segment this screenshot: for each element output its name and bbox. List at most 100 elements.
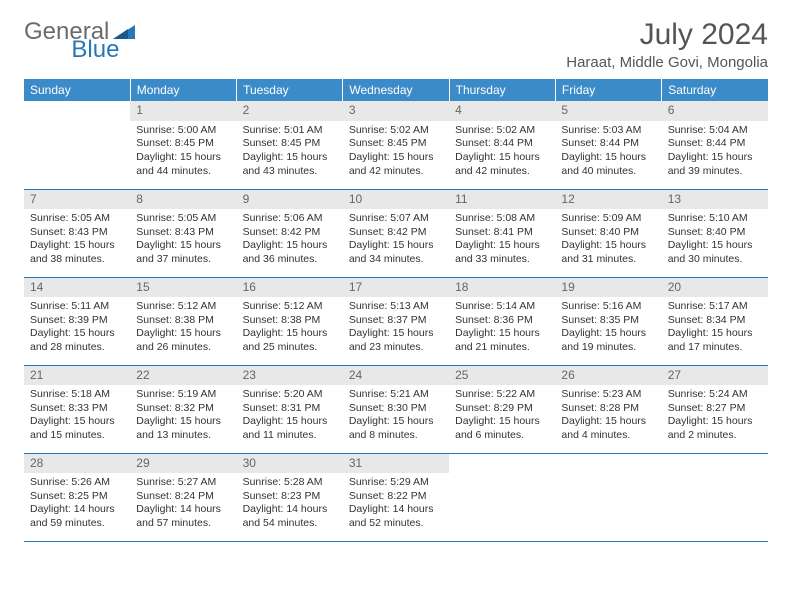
day-sunrise: Sunrise: 5:01 AM [243,124,337,138]
day-sunset: Sunset: 8:29 PM [455,402,549,416]
day-sunrise: Sunrise: 5:02 AM [349,124,443,138]
day-daylight2: and 40 minutes. [561,165,655,179]
calendar-day-cell: 1Sunrise: 5:00 AMSunset: 8:45 PMDaylight… [130,101,236,189]
day-content: Sunrise: 5:05 AMSunset: 8:43 PMDaylight:… [130,209,236,271]
day-sunrise: Sunrise: 5:12 AM [243,300,337,314]
day-daylight2: and 34 minutes. [349,253,443,267]
day-daylight2: and 59 minutes. [30,517,124,531]
day-content: Sunrise: 5:10 AMSunset: 8:40 PMDaylight:… [662,209,768,271]
day-sunrise: Sunrise: 5:08 AM [455,212,549,226]
day-daylight2: and 42 minutes. [455,165,549,179]
day-sunrise: Sunrise: 5:05 AM [30,212,124,226]
day-number: 24 [343,366,449,386]
calendar-day-cell: 23Sunrise: 5:20 AMSunset: 8:31 PMDayligh… [237,365,343,453]
calendar-week-row: 7Sunrise: 5:05 AMSunset: 8:43 PMDaylight… [24,189,768,277]
day-content: Sunrise: 5:08 AMSunset: 8:41 PMDaylight:… [449,209,555,271]
weekday-header: Monday [130,79,236,101]
day-number: 4 [449,101,555,121]
day-number: 19 [555,278,661,298]
title-block: July 2024 Haraat, Middle Govi, Mongolia [566,18,768,71]
day-sunset: Sunset: 8:37 PM [349,314,443,328]
day-daylight1: Daylight: 15 hours [136,239,230,253]
calendar-day-cell [449,453,555,541]
day-daylight1: Daylight: 15 hours [243,327,337,341]
calendar-day-cell: 28Sunrise: 5:26 AMSunset: 8:25 PMDayligh… [24,453,130,541]
day-content: Sunrise: 5:27 AMSunset: 8:24 PMDaylight:… [130,473,236,535]
calendar-day-cell: 10Sunrise: 5:07 AMSunset: 8:42 PMDayligh… [343,189,449,277]
day-sunset: Sunset: 8:33 PM [30,402,124,416]
day-sunset: Sunset: 8:36 PM [455,314,549,328]
calendar-day-cell: 18Sunrise: 5:14 AMSunset: 8:36 PMDayligh… [449,277,555,365]
day-daylight2: and 6 minutes. [455,429,549,443]
day-sunset: Sunset: 8:24 PM [136,490,230,504]
day-number: 23 [237,366,343,386]
day-daylight1: Daylight: 15 hours [455,415,549,429]
day-daylight2: and 25 minutes. [243,341,337,355]
weekday-header: Wednesday [343,79,449,101]
day-sunset: Sunset: 8:30 PM [349,402,443,416]
day-sunrise: Sunrise: 5:23 AM [561,388,655,402]
day-daylight2: and 4 minutes. [561,429,655,443]
day-daylight1: Daylight: 15 hours [668,151,762,165]
day-number: 2 [237,101,343,121]
day-daylight2: and 8 minutes. [349,429,443,443]
day-number: 1 [130,101,236,121]
calendar-day-cell: 30Sunrise: 5:28 AMSunset: 8:23 PMDayligh… [237,453,343,541]
day-number: 11 [449,190,555,210]
day-number: 13 [662,190,768,210]
calendar-day-cell: 11Sunrise: 5:08 AMSunset: 8:41 PMDayligh… [449,189,555,277]
day-sunrise: Sunrise: 5:29 AM [349,476,443,490]
day-sunset: Sunset: 8:42 PM [243,226,337,240]
day-number: 5 [555,101,661,121]
day-number: 20 [662,278,768,298]
weekday-header: Friday [555,79,661,101]
day-content: Sunrise: 5:09 AMSunset: 8:40 PMDaylight:… [555,209,661,271]
calendar-week-row: 21Sunrise: 5:18 AMSunset: 8:33 PMDayligh… [24,365,768,453]
day-sunset: Sunset: 8:44 PM [668,137,762,151]
day-sunrise: Sunrise: 5:04 AM [668,124,762,138]
day-content: Sunrise: 5:19 AMSunset: 8:32 PMDaylight:… [130,385,236,447]
weekday-header: Sunday [24,79,130,101]
day-sunset: Sunset: 8:25 PM [30,490,124,504]
day-sunrise: Sunrise: 5:20 AM [243,388,337,402]
calendar-day-cell: 8Sunrise: 5:05 AMSunset: 8:43 PMDaylight… [130,189,236,277]
day-number: 17 [343,278,449,298]
calendar-day-cell: 5Sunrise: 5:03 AMSunset: 8:44 PMDaylight… [555,101,661,189]
day-daylight1: Daylight: 15 hours [561,239,655,253]
day-daylight1: Daylight: 15 hours [668,239,762,253]
day-content: Sunrise: 5:01 AMSunset: 8:45 PMDaylight:… [237,121,343,183]
day-content: Sunrise: 5:11 AMSunset: 8:39 PMDaylight:… [24,297,130,359]
day-content: Sunrise: 5:17 AMSunset: 8:34 PMDaylight:… [662,297,768,359]
day-sunrise: Sunrise: 5:10 AM [668,212,762,226]
day-daylight2: and 13 minutes. [136,429,230,443]
calendar-day-cell [662,453,768,541]
calendar-week-row: 14Sunrise: 5:11 AMSunset: 8:39 PMDayligh… [24,277,768,365]
day-daylight1: Daylight: 15 hours [349,151,443,165]
day-daylight2: and 38 minutes. [30,253,124,267]
day-sunset: Sunset: 8:45 PM [349,137,443,151]
day-daylight1: Daylight: 15 hours [455,151,549,165]
day-sunrise: Sunrise: 5:12 AM [136,300,230,314]
day-daylight2: and 2 minutes. [668,429,762,443]
day-daylight1: Daylight: 15 hours [561,327,655,341]
day-number: 15 [130,278,236,298]
day-daylight1: Daylight: 15 hours [668,327,762,341]
calendar-day-cell [555,453,661,541]
day-sunrise: Sunrise: 5:28 AM [243,476,337,490]
calendar-day-cell: 15Sunrise: 5:12 AMSunset: 8:38 PMDayligh… [130,277,236,365]
day-daylight1: Daylight: 15 hours [30,239,124,253]
day-number: 8 [130,190,236,210]
day-sunrise: Sunrise: 5:00 AM [136,124,230,138]
day-daylight2: and 31 minutes. [561,253,655,267]
calendar-day-cell: 26Sunrise: 5:23 AMSunset: 8:28 PMDayligh… [555,365,661,453]
logo: General Blue [24,18,187,46]
day-number: 10 [343,190,449,210]
day-sunrise: Sunrise: 5:26 AM [30,476,124,490]
day-number: 3 [343,101,449,121]
day-content: Sunrise: 5:14 AMSunset: 8:36 PMDaylight:… [449,297,555,359]
day-sunset: Sunset: 8:32 PM [136,402,230,416]
day-daylight1: Daylight: 14 hours [30,503,124,517]
weekday-header-row: Sunday Monday Tuesday Wednesday Thursday… [24,79,768,101]
day-content: Sunrise: 5:02 AMSunset: 8:45 PMDaylight:… [343,121,449,183]
day-sunrise: Sunrise: 5:27 AM [136,476,230,490]
